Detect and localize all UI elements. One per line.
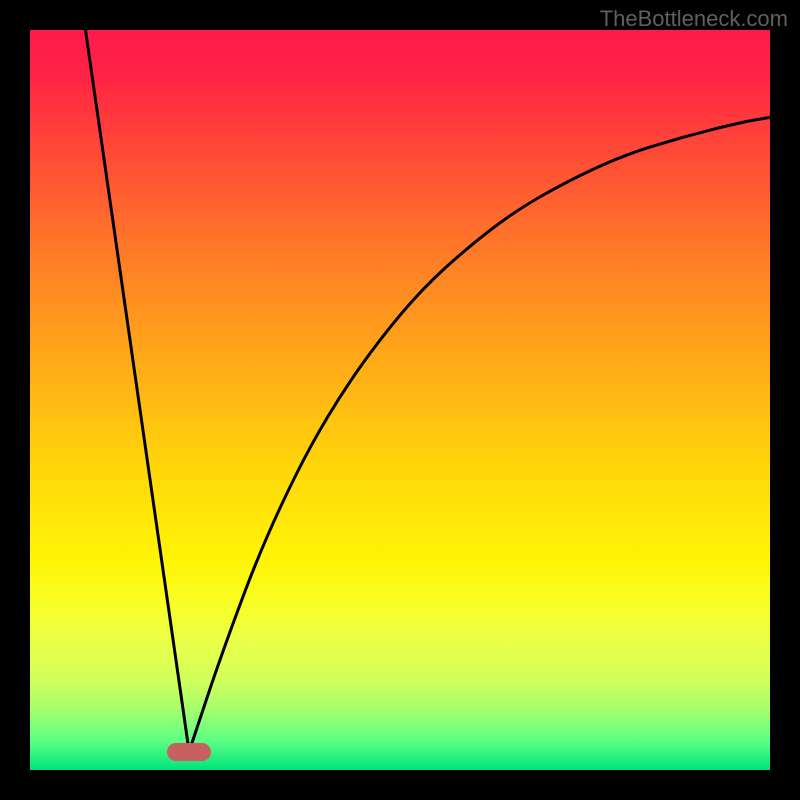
frame-left [0, 0, 30, 800]
plot-gradient-background [30, 30, 770, 770]
optimal-point-marker [167, 743, 211, 761]
frame-right [770, 0, 800, 800]
watermark-text: TheBottleneck.com [600, 6, 788, 32]
chart-container: TheBottleneck.com [0, 0, 800, 800]
frame-bottom [0, 770, 800, 800]
